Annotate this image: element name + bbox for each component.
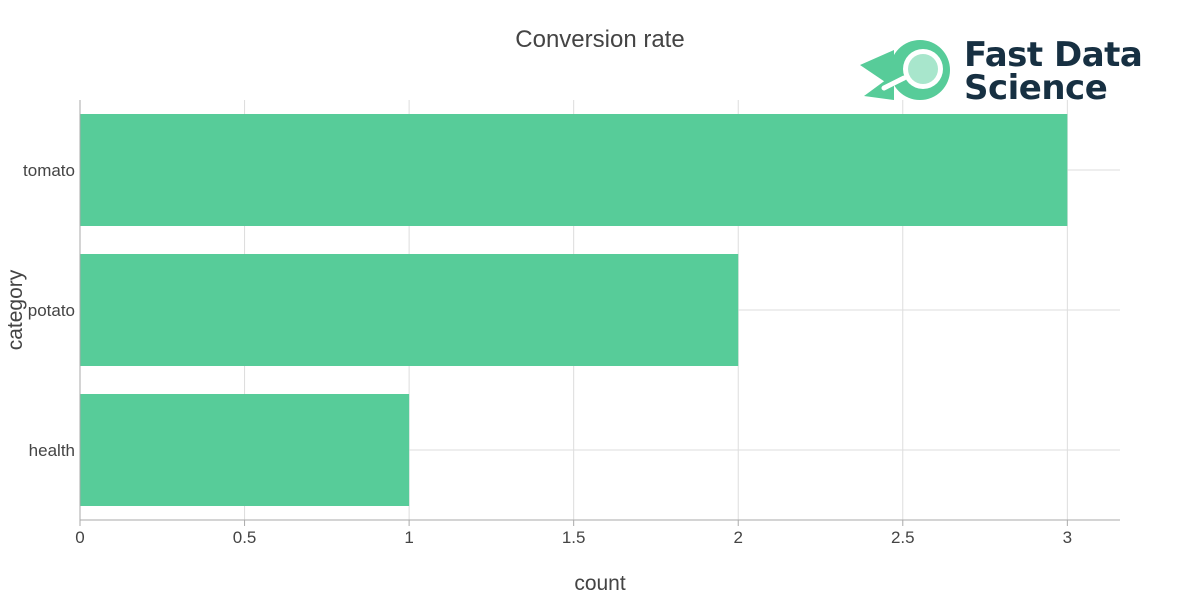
y-tick-label: tomato	[23, 161, 75, 180]
x-tick-label: 2.5	[891, 528, 915, 547]
y-axis-title: category	[4, 269, 27, 351]
bar-tomato	[80, 114, 1068, 226]
logo-text-line2: Science	[964, 68, 1108, 108]
y-tick-label: potato	[28, 301, 75, 320]
x-tick-label: 3	[1063, 528, 1072, 547]
bar-potato	[80, 254, 739, 366]
rocket-magnifier-icon	[860, 40, 950, 100]
y-tick-label: health	[29, 441, 75, 460]
fast-data-science-logo: Fast Data Science	[860, 36, 1143, 108]
x-axis-title: count	[574, 572, 626, 595]
logo-text-line1: Fast Data	[964, 35, 1143, 75]
x-tick-label: 1	[404, 528, 413, 547]
chart-title: Conversion rate	[515, 26, 685, 53]
x-tick-label: 1.5	[562, 528, 586, 547]
x-tick-label: 2	[733, 528, 742, 547]
x-tick-label: 0	[75, 528, 84, 547]
bar-health	[80, 394, 410, 506]
x-tick-label: 0.5	[233, 528, 257, 547]
